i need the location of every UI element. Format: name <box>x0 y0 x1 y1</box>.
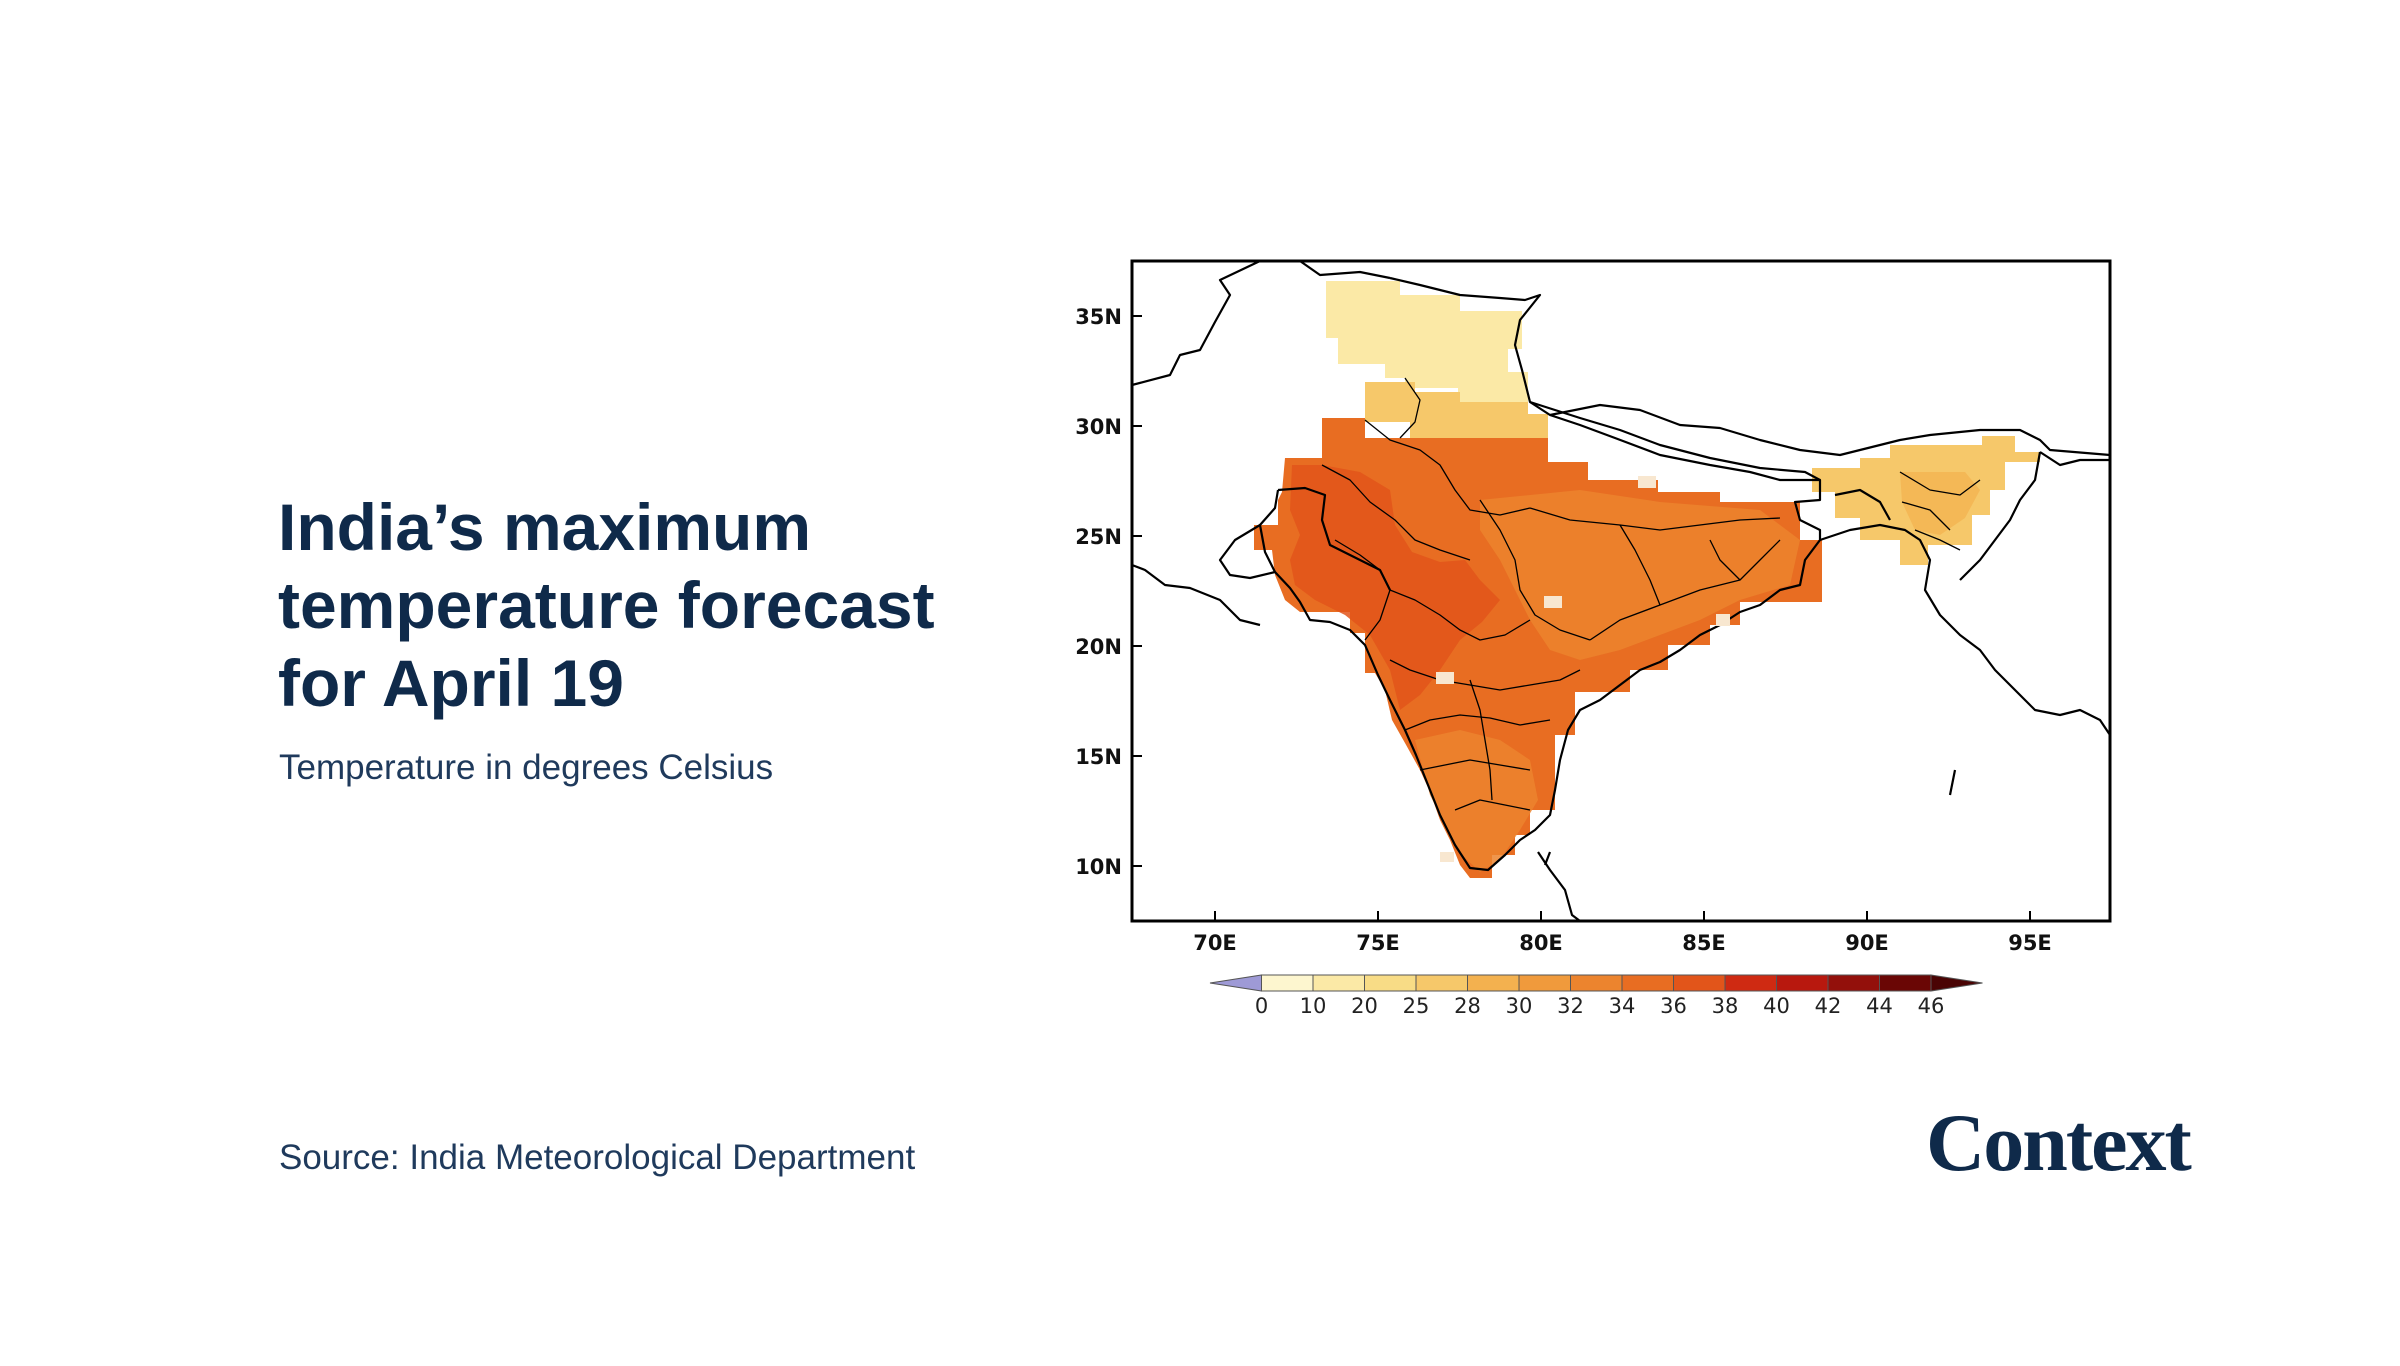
lat-label-10n: 10N <box>1075 855 1122 879</box>
colorbar-segment <box>1261 974 1314 992</box>
context-logo: Context <box>1926 1097 2192 1188</box>
colorbar-segment <box>1776 974 1829 992</box>
temperature-fill <box>1254 281 2040 878</box>
temperature-map: 35N 30N 25N 20N 15N 10N 70E 75E 80E 85E … <box>1075 259 2112 1018</box>
page-title: India’s maximum temperature forecast for… <box>278 490 935 720</box>
lon-label-85e: 85E <box>1682 931 1726 955</box>
colorbar-segment <box>1930 974 1983 992</box>
colorbar-label: 34 <box>1609 994 1636 1018</box>
colorbar-legend: 0 10 20 25 28 30 32 34 36 38 40 42 44 46 <box>1209 974 1983 1018</box>
colorbar-label: 32 <box>1557 994 1584 1018</box>
colorbar-segment <box>1312 974 1365 992</box>
colorbar-label: 40 <box>1763 994 1790 1018</box>
colorbar-segment <box>1827 974 1880 992</box>
colorbar-label: 20 <box>1351 994 1378 1018</box>
lat-label-15n: 15N <box>1075 745 1122 769</box>
colorbar-label: 42 <box>1815 994 1842 1018</box>
colorbar-segment <box>1415 974 1468 992</box>
colorbar-segment <box>1621 974 1674 992</box>
lon-label-95e: 95E <box>2008 931 2052 955</box>
station-markers <box>1436 476 1730 862</box>
lon-label-90e: 90E <box>1845 931 1889 955</box>
lon-label-80e: 80E <box>1519 931 1563 955</box>
colorbar-label: 28 <box>1454 994 1481 1018</box>
colorbar-label: 25 <box>1403 994 1430 1018</box>
region-northeast-inner <box>1900 472 1980 535</box>
lon-label-70e: 70E <box>1193 931 1237 955</box>
axis-ticks <box>1132 315 2031 921</box>
colorbar-segment <box>1673 974 1726 992</box>
lat-label-20n: 20N <box>1075 635 1122 659</box>
region-central <box>1290 465 1500 710</box>
colorbar-label: 46 <box>1918 994 1945 1018</box>
colorbar-segment <box>1570 974 1623 992</box>
lat-label-35n: 35N <box>1075 305 1122 329</box>
region-himalayan-foothills <box>1365 382 1548 438</box>
colorbar-label: 0 <box>1255 994 1268 1018</box>
colorbar-label: 36 <box>1660 994 1687 1018</box>
region-east <box>1480 490 1800 660</box>
colorbar-label: 44 <box>1866 994 1893 1018</box>
region-north-kashmir <box>1326 281 1528 402</box>
lon-label-75e: 75E <box>1356 931 1400 955</box>
coastlines-and-boundaries <box>1131 260 2111 922</box>
colorbar-segment <box>1879 974 1932 992</box>
colorbar-segment <box>1518 974 1571 992</box>
lat-label-25n: 25N <box>1075 525 1122 549</box>
colorbar-segment <box>1724 974 1777 992</box>
colorbar-segment <box>1209 974 1262 992</box>
source-note: Source: India Meteorological Department <box>279 1138 916 1177</box>
colorbar-label: 10 <box>1300 994 1327 1018</box>
colorbar-segment <box>1364 974 1417 992</box>
lat-label-30n: 30N <box>1075 415 1122 439</box>
colorbar-segment <box>1467 974 1520 992</box>
page-subtitle: Temperature in degrees Celsius <box>279 748 774 787</box>
colorbar-label: 38 <box>1712 994 1739 1018</box>
colorbar-label: 30 <box>1506 994 1533 1018</box>
